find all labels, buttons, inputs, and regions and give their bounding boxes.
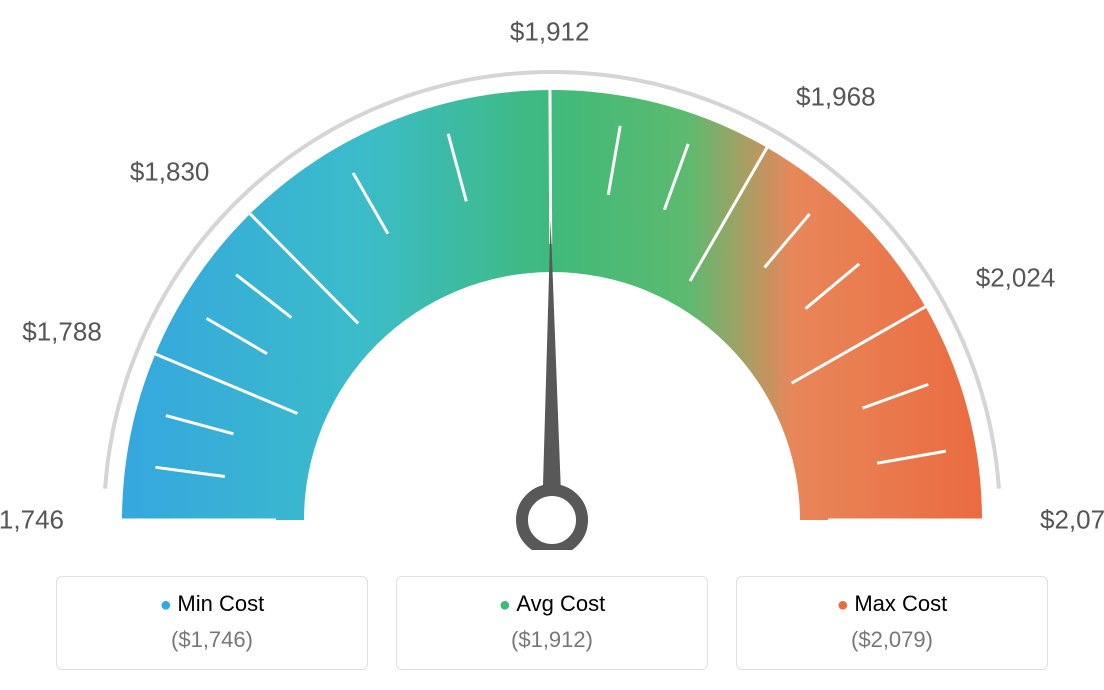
legend-max-value: ($2,079) xyxy=(737,627,1047,653)
gauge-tick-label: $1,830 xyxy=(130,157,210,188)
gauge-tick-label: $1,912 xyxy=(510,17,590,48)
cost-gauge-widget: $1,746 $1,788 $1,830 $1,912 $1,968 $2,024 $2,0… xyxy=(0,0,1104,690)
legend-card-avg: Avg Cost ($1,912) xyxy=(396,576,708,670)
gauge-tick-label: $1,968 xyxy=(796,82,876,113)
legend-min-value: ($1,746) xyxy=(57,627,367,653)
gauge-tick-label: $1,788 xyxy=(22,316,102,347)
legend-card-min: Min Cost ($1,746) xyxy=(56,576,368,670)
legend-avg-value: ($1,912) xyxy=(397,627,707,653)
legend-avg-label: Avg Cost xyxy=(397,591,707,617)
gauge-area: $1,746$1,788$1,830$1,912$1,968$2,024$2,0… xyxy=(62,30,1042,550)
legend-min-label: Min Cost xyxy=(57,591,367,617)
gauge-needle-hub xyxy=(522,490,582,550)
legend-max-label: Max Cost xyxy=(737,591,1047,617)
gauge-svg xyxy=(62,30,1042,550)
legend-card-max: Max Cost ($2,079) xyxy=(736,576,1048,670)
gauge-tick-label: $2,079 xyxy=(1040,505,1104,536)
legend-row: Min Cost ($1,746) Avg Cost ($1,912) Max … xyxy=(56,576,1048,670)
gauge-tick-label: $1,746 xyxy=(0,505,64,536)
gauge-tick-label: $2,024 xyxy=(976,262,1056,293)
